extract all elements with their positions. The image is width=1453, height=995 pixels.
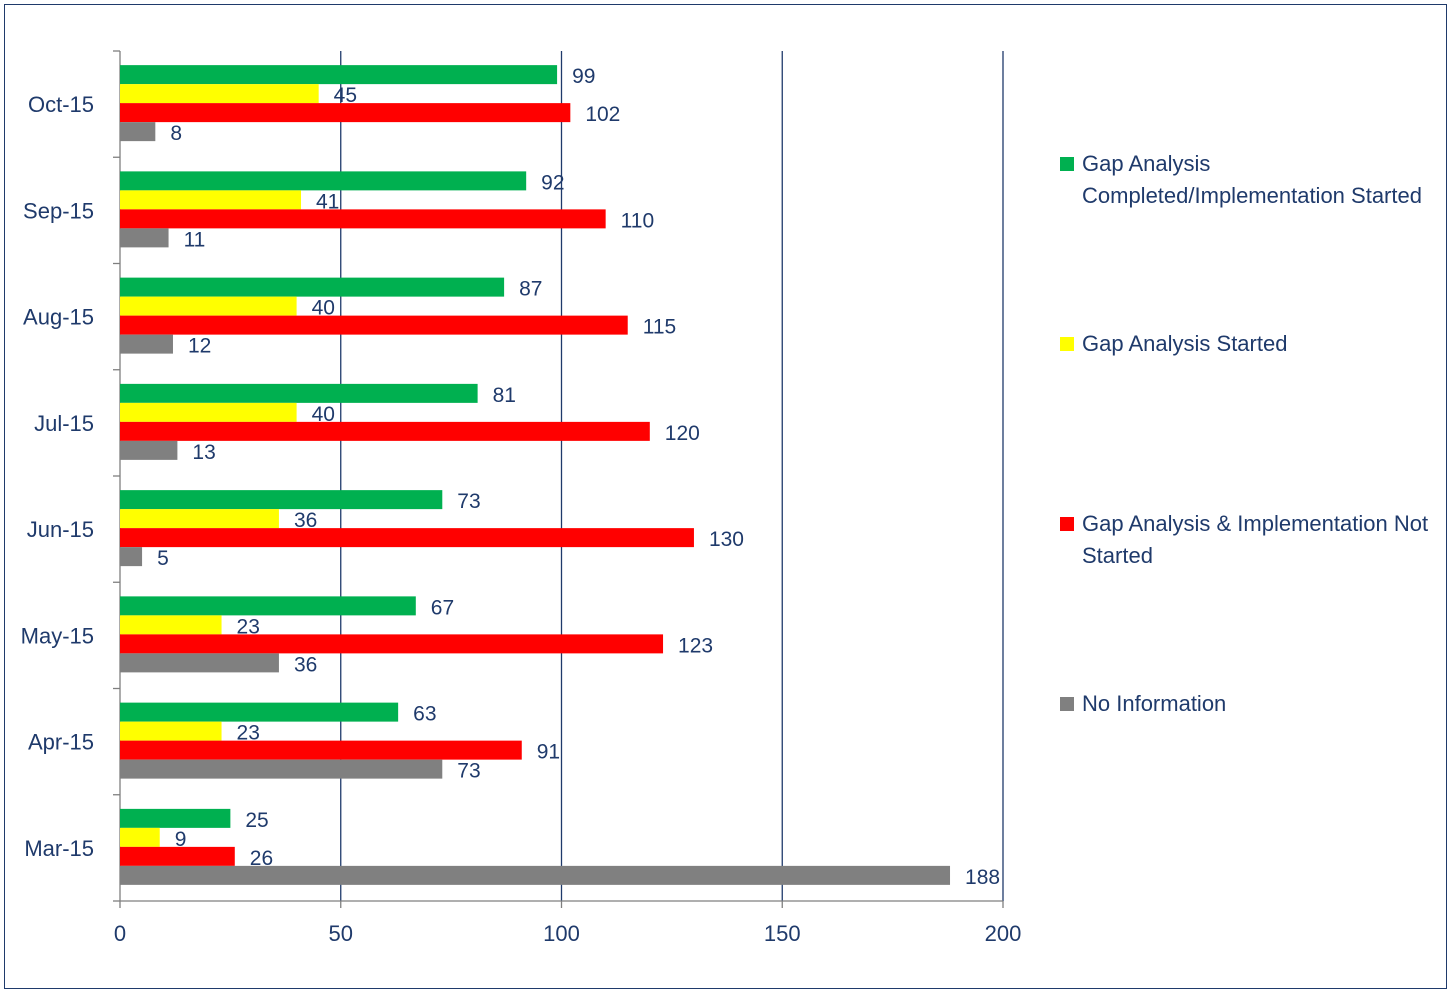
bar — [120, 490, 443, 510]
legend-item: Gap Analysis Completed/Implementation St… — [1060, 148, 1432, 212]
data-label: 91 — [537, 741, 560, 764]
data-label: 13 — [192, 441, 215, 464]
data-label: 188 — [965, 866, 1000, 889]
bar — [120, 634, 664, 654]
data-label: 130 — [709, 528, 744, 551]
data-label: 8 — [170, 122, 182, 145]
legend-label: Gap Analysis Completed/Implementation St… — [1082, 151, 1422, 208]
data-label: 12 — [188, 335, 211, 358]
data-label: 5 — [157, 547, 169, 570]
data-label: 40 — [312, 297, 335, 320]
bar — [120, 315, 628, 335]
bar — [120, 865, 951, 885]
y-tick-label: Oct-15 — [28, 92, 94, 117]
bar — [120, 596, 416, 616]
y-tick-label: May-15 — [21, 623, 94, 648]
data-label: 115 — [643, 316, 676, 339]
bar — [120, 209, 606, 229]
bar — [120, 402, 297, 422]
bar — [120, 440, 178, 460]
legend-item: Gap Analysis & Implementation Not Starte… — [1060, 508, 1432, 572]
y-tick-label: Apr-15 — [28, 730, 94, 755]
bar — [120, 740, 522, 760]
data-label: 73 — [457, 760, 480, 783]
legend-swatch — [1060, 517, 1074, 531]
data-label: 41 — [316, 190, 339, 213]
legend-label: No Information — [1082, 691, 1227, 716]
y-tick-label: Mar-15 — [24, 836, 94, 861]
y-tick-label: Jul-15 — [34, 411, 94, 436]
legend-label: Gap Analysis & Implementation Not Starte… — [1082, 511, 1429, 568]
bar — [120, 190, 302, 210]
data-label: 36 — [294, 653, 317, 676]
bar — [120, 383, 478, 403]
data-label: 23 — [237, 615, 260, 638]
data-label: 110 — [621, 209, 654, 232]
x-tick-label: 0 — [114, 921, 126, 946]
bar — [120, 615, 222, 635]
bar — [120, 721, 222, 741]
bar — [120, 84, 319, 104]
data-label: 73 — [457, 490, 480, 513]
bar — [120, 509, 279, 529]
legend-item: No Information — [1060, 688, 1432, 720]
data-label: 92 — [541, 171, 564, 194]
bar — [120, 808, 231, 828]
y-tick-label: Aug-15 — [23, 305, 94, 330]
bar — [120, 228, 169, 248]
bar — [120, 103, 571, 123]
bar — [120, 846, 235, 866]
x-tick-label: 50 — [329, 921, 353, 946]
bar — [120, 547, 143, 567]
bar — [120, 65, 558, 85]
x-tick-label: 150 — [764, 921, 801, 946]
bar — [120, 702, 399, 722]
data-label: 26 — [250, 847, 273, 870]
x-tick-label: 200 — [985, 921, 1022, 946]
data-label: 123 — [678, 634, 713, 657]
legend-label: Gap Analysis Started — [1082, 331, 1288, 356]
bar — [120, 653, 279, 673]
data-label: 40 — [312, 403, 335, 426]
data-label: 23 — [237, 722, 260, 745]
bar — [120, 122, 156, 142]
bar — [120, 827, 160, 847]
bar — [120, 421, 650, 441]
bar — [120, 528, 694, 548]
data-label: 99 — [572, 65, 595, 88]
bar — [120, 334, 173, 354]
bar — [120, 171, 527, 191]
data-label: 63 — [413, 703, 436, 726]
bar — [120, 296, 297, 316]
data-label: 67 — [431, 596, 454, 619]
data-label: 25 — [245, 809, 268, 832]
legend-swatch — [1060, 157, 1074, 171]
legend-swatch — [1060, 697, 1074, 711]
data-label: 102 — [585, 103, 620, 126]
legend-item: Gap Analysis Started — [1060, 328, 1432, 360]
y-tick-label: Jun-15 — [27, 517, 94, 542]
data-label: 81 — [493, 384, 516, 407]
data-label: 11 — [184, 228, 206, 251]
data-label: 45 — [334, 84, 357, 107]
y-tick-label: Sep-15 — [23, 198, 94, 223]
data-label: 9 — [175, 828, 187, 851]
bar — [120, 277, 505, 297]
legend-swatch — [1060, 337, 1074, 351]
data-label: 120 — [665, 422, 700, 445]
data-label: 36 — [294, 509, 317, 532]
x-tick-label: 100 — [543, 921, 580, 946]
bar — [120, 759, 443, 779]
data-label: 87 — [519, 278, 542, 301]
